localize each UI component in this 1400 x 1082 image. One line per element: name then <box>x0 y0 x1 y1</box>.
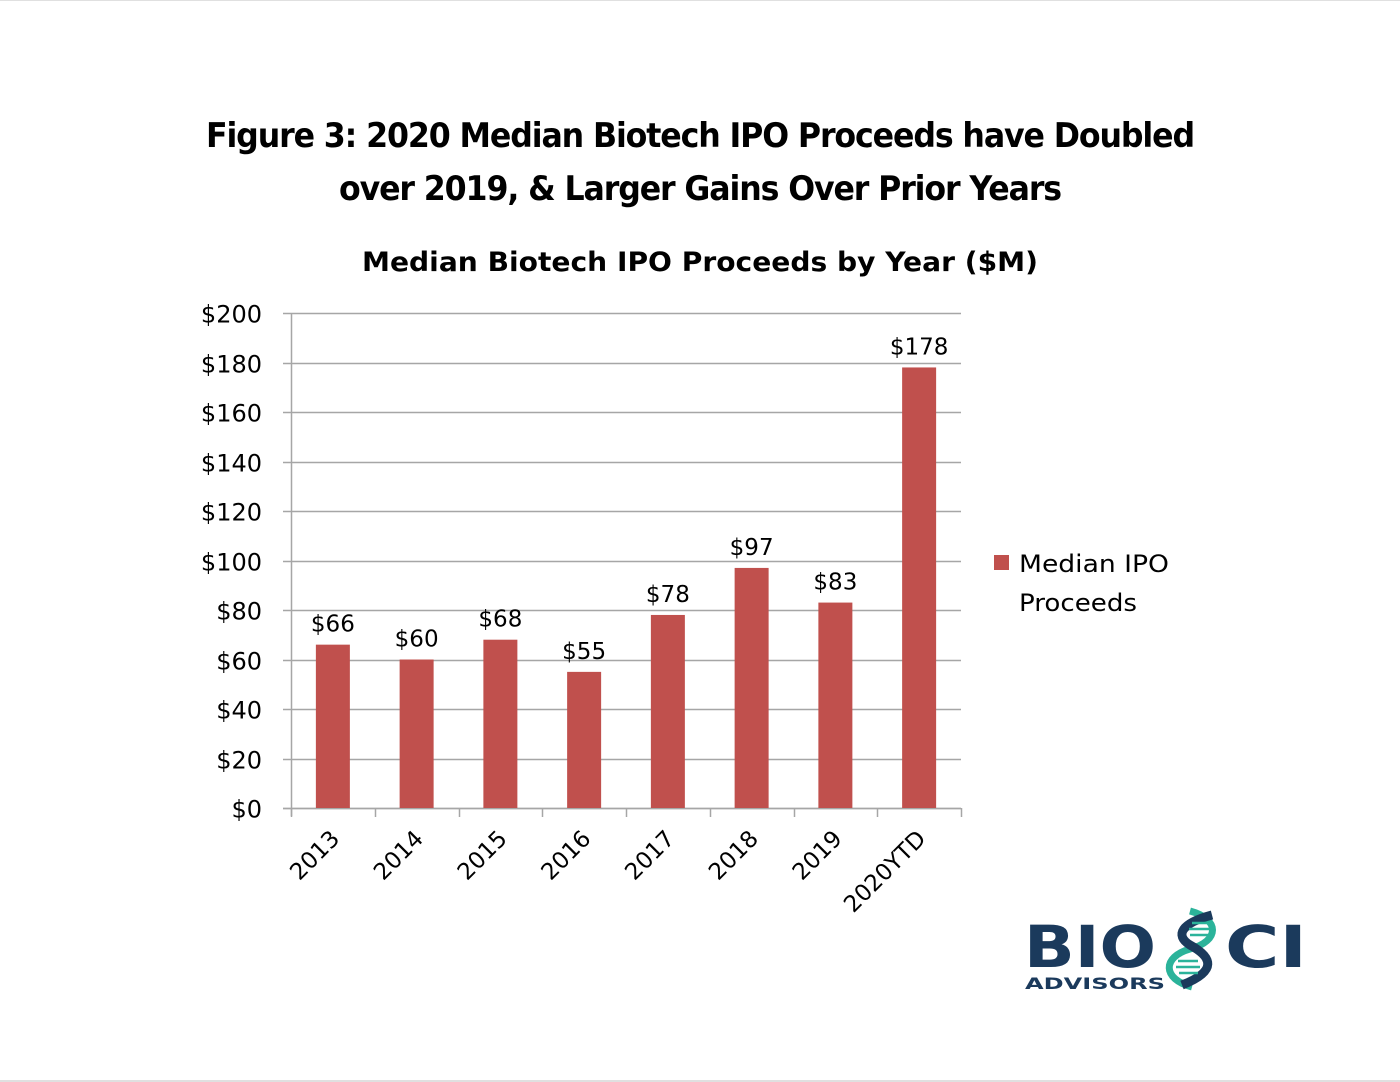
bar <box>734 567 769 808</box>
frame-bottom-border <box>0 1080 1400 1082</box>
logo-text-bio: BIO <box>1024 913 1156 981</box>
bar <box>399 659 434 808</box>
bar <box>650 614 685 808</box>
y-tick-labels: $0 $20 $40 $60 $80 $100 $120 $140 $160 $180 $200 <box>201 301 262 824</box>
logo-text-advisors: ADVISORS <box>1025 974 1165 993</box>
bar <box>902 367 937 808</box>
data-label: $97 <box>730 535 774 561</box>
gridlines <box>283 312 961 810</box>
legend-swatch <box>994 555 1009 570</box>
chart-title: Median Biotech IPO Proceeds by Year ($M) <box>362 247 1038 278</box>
y-tick-label: $120 <box>201 499 262 527</box>
frame-top-border <box>0 0 1400 1</box>
bar <box>483 639 518 808</box>
x-tick-label: 2015 <box>453 826 513 886</box>
data-label: $60 <box>395 627 439 653</box>
bar <box>315 644 350 808</box>
figure-title-line-1: Figure 3: 2020 Median Biotech IPO Procee… <box>205 116 1195 156</box>
data-label: $68 <box>478 607 522 633</box>
y-tick-label: $20 <box>216 747 262 775</box>
bar <box>818 602 853 808</box>
data-label: $66 <box>311 612 355 638</box>
y-tick-label: $80 <box>216 598 262 626</box>
x-tick-label: 2018 <box>704 826 764 886</box>
data-labels: $66 $60 $68 $55 $78 $97 $83 $178 <box>311 334 948 664</box>
data-label: $83 <box>813 570 857 596</box>
y-tick-label: $200 <box>201 301 262 329</box>
y-tick-label: $160 <box>201 400 262 428</box>
biosci-advisors-logo: BIO CI ADVISORS <box>1024 907 1307 993</box>
bars <box>315 367 937 808</box>
legend-label-line-1: Median IPO <box>1019 550 1169 578</box>
y-tick-label: $100 <box>201 549 262 577</box>
y-tick-label: $60 <box>216 648 262 676</box>
x-tick-label: 2017 <box>620 826 680 886</box>
y-tick-label: $0 <box>231 796 262 824</box>
legend-label-line-2: Proceeds <box>1019 589 1137 617</box>
axes <box>283 313 963 817</box>
figure-title-line-2: over 2019, & Larger Gains Over Prior Yea… <box>338 169 1062 209</box>
data-label: $55 <box>562 639 606 665</box>
x-tick-label: 2020YTD <box>839 826 931 918</box>
x-tick-label: 2019 <box>788 826 848 886</box>
x-tick-label: 2014 <box>369 826 429 886</box>
y-tick-label: $140 <box>201 450 262 478</box>
y-tick-label: $40 <box>216 697 262 725</box>
bar <box>567 671 602 808</box>
data-label: $178 <box>890 334 949 360</box>
figure-title: Figure 3: 2020 Median Biotech IPO Procee… <box>49 110 1351 216</box>
dna-helix-icon <box>1165 907 1216 991</box>
y-tick-label: $180 <box>201 351 262 379</box>
legend: Median IPO Proceeds <box>994 550 1169 617</box>
x-tick-label: 2013 <box>285 826 345 886</box>
x-tick-label: 2016 <box>537 826 597 886</box>
logo-text-ci: CI <box>1225 913 1307 981</box>
data-label: $78 <box>646 582 690 608</box>
